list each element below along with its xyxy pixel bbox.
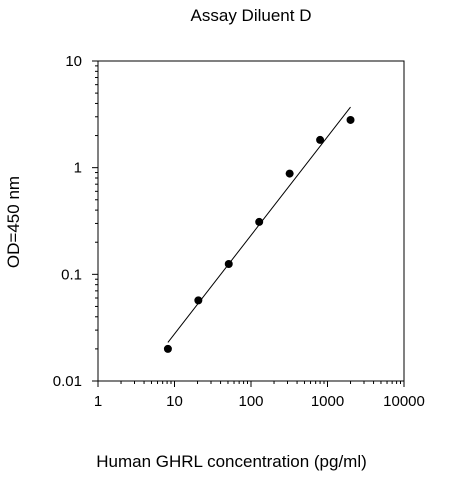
data-point — [163, 344, 172, 353]
x-tick-label: 10 — [166, 393, 183, 410]
data-point — [316, 135, 325, 144]
x-tick-label: 100 — [238, 393, 263, 410]
data-point — [346, 115, 355, 124]
y-tick-label: 10 — [65, 53, 82, 70]
data-points — [163, 115, 355, 353]
x-axis-label: Human GHRL concentration (pg/ml) — [96, 452, 367, 471]
y-tick-label: 1 — [74, 160, 82, 177]
data-point — [194, 296, 203, 305]
data-point — [224, 259, 233, 268]
y-tick-label: 0.01 — [53, 373, 82, 390]
x-tick-label: 1000 — [311, 393, 344, 410]
data-point — [255, 217, 264, 226]
x-tick-label: 1 — [94, 393, 102, 410]
plot-frame — [97, 60, 405, 382]
x-tick-label: 10000 — [383, 393, 425, 410]
data-point — [285, 169, 294, 178]
y-tick-label: 0.1 — [61, 266, 82, 283]
chart-title: Assay Diluent D — [190, 6, 312, 25]
axis-ticks: 1 10 100 1000 10000 0.01 0.1 1 10 — [53, 53, 425, 410]
